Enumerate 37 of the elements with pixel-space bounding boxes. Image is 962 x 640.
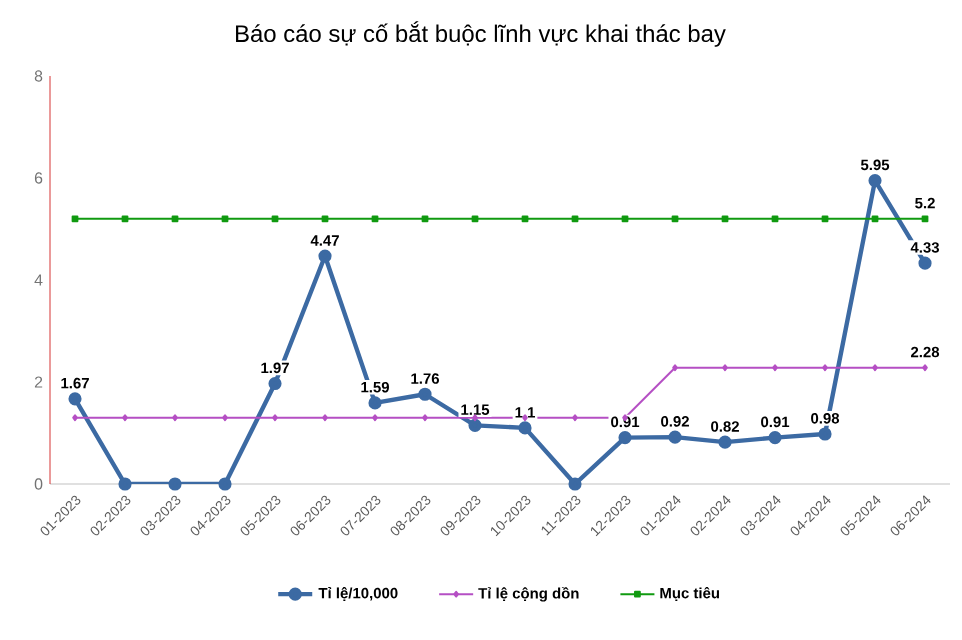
point — [318, 249, 332, 263]
point — [918, 256, 932, 270]
point — [371, 215, 379, 223]
point — [68, 392, 82, 406]
point — [321, 215, 329, 223]
point — [768, 431, 782, 445]
point — [618, 431, 632, 445]
point — [468, 418, 482, 432]
point — [621, 215, 629, 223]
point — [221, 215, 229, 223]
point — [821, 215, 829, 223]
point — [818, 427, 832, 441]
point — [571, 215, 579, 223]
point — [921, 215, 929, 223]
point — [721, 215, 729, 223]
point — [771, 215, 779, 223]
point — [168, 477, 182, 491]
point — [568, 477, 582, 491]
point — [418, 387, 432, 401]
point — [118, 477, 132, 491]
point — [668, 430, 682, 444]
point — [871, 215, 879, 223]
point — [421, 215, 429, 223]
point — [121, 215, 129, 223]
point — [521, 215, 529, 223]
point — [868, 173, 882, 188]
point — [271, 215, 279, 223]
chart-title: Báo cáo sự cố bắt buộc lĩnh vực khai thác bay — [236, 21, 726, 47]
point — [471, 215, 479, 223]
point — [71, 215, 79, 223]
point — [718, 435, 732, 449]
point — [368, 396, 382, 410]
point — [171, 215, 179, 223]
point — [218, 477, 232, 491]
point — [518, 421, 532, 435]
point — [671, 215, 679, 223]
point — [268, 376, 282, 391]
